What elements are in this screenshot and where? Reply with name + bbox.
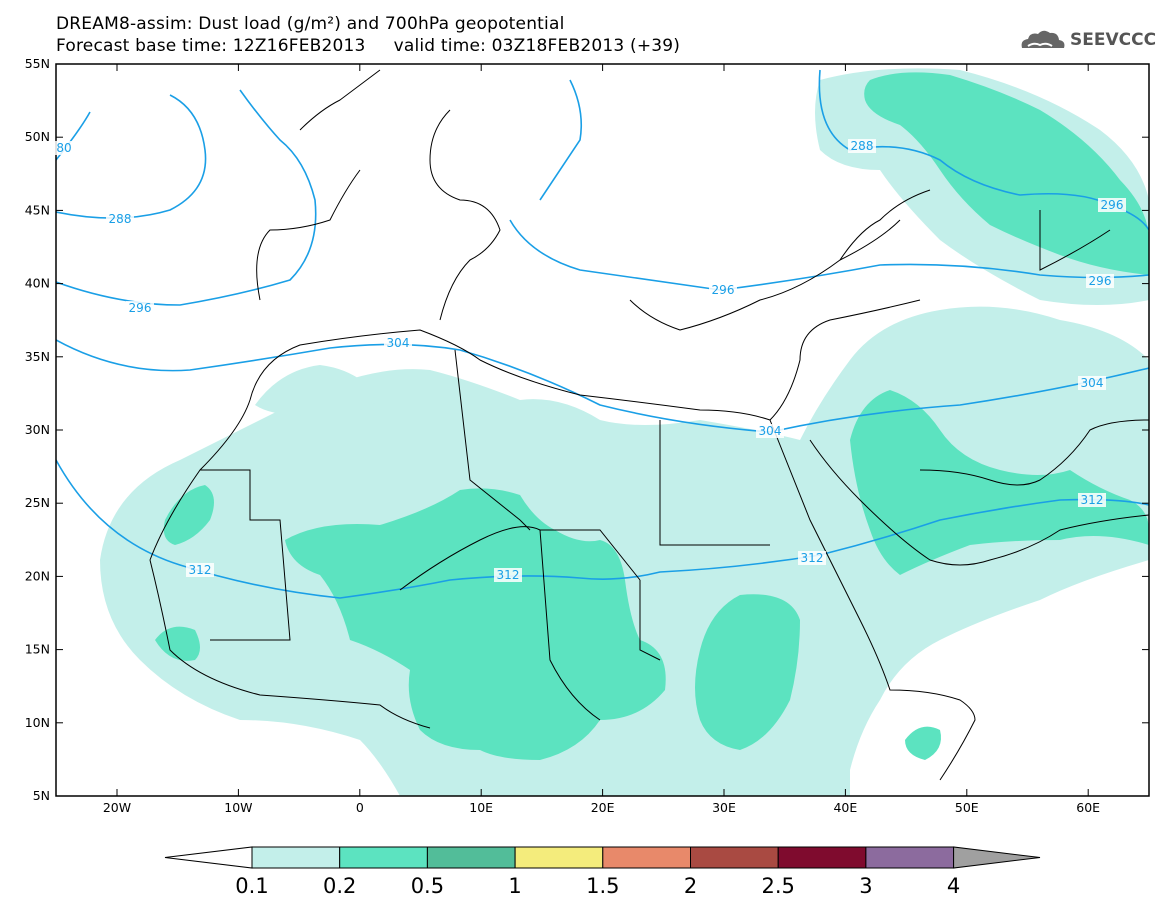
colorbar-low-arrow xyxy=(164,846,253,869)
lat-label: 5N xyxy=(33,788,50,803)
contour-label: 312 xyxy=(1081,493,1104,507)
lon-label: 10W xyxy=(224,800,252,815)
lon-label: 20E xyxy=(591,800,615,815)
lon-label: 0 xyxy=(356,800,364,815)
lat-label: 15N xyxy=(25,642,50,657)
lon-label: 50E xyxy=(955,800,979,815)
colorbar-label: 0.5 xyxy=(411,874,444,898)
contour-label: 304 xyxy=(387,336,410,350)
logo-text: SEEVCCC xyxy=(1070,30,1157,50)
lat-label: 35N xyxy=(25,349,50,364)
colorbar-box xyxy=(339,846,428,869)
lat-label: 55N xyxy=(25,56,50,71)
map-subtitle: Forecast base time: 12Z16FEB2013 valid t… xyxy=(56,36,681,56)
colorbar-box xyxy=(426,846,516,869)
contour-label: 312 xyxy=(497,568,520,582)
lat-label: 45N xyxy=(25,202,50,217)
contour-label-bg xyxy=(1078,493,1106,507)
contour-label: 296 xyxy=(129,301,152,315)
contour-label: 80 xyxy=(56,141,71,155)
contour-label-bg xyxy=(186,563,214,577)
lon-label: 30E xyxy=(712,800,736,815)
colorbar-box xyxy=(865,846,955,869)
contour-label-bg xyxy=(494,568,522,582)
colorbar-box xyxy=(251,846,341,869)
contour-label-bg xyxy=(384,336,412,350)
colorbar-box xyxy=(602,846,691,869)
lat-label: 20N xyxy=(25,568,50,583)
map-title: DREAM8-assim: Dust load (g/m²) and 700hP… xyxy=(56,14,565,34)
colorbar-box xyxy=(777,846,867,869)
colorbar-box xyxy=(514,846,604,869)
colorbar-high-arrow xyxy=(953,846,1041,869)
contour-label: 312 xyxy=(801,551,824,565)
lon-label: 10E xyxy=(469,800,493,815)
contour-label-bg xyxy=(1098,198,1126,212)
lat-label: 25N xyxy=(25,495,50,510)
colorbar-label: 1.5 xyxy=(586,874,619,898)
lon-label: 20W xyxy=(103,800,131,815)
contour-label-bg xyxy=(126,301,154,315)
lat-axis: 55N 50N 45N 40N 35N 30N 25N 20N 15N 10N 5N xyxy=(25,56,1149,803)
contour-label: 304 xyxy=(1081,376,1104,390)
contour-label: 312 xyxy=(189,563,212,577)
contour-label-group: 80 288 288 296 296 296 296 304 304 304 312 312 312 31… xyxy=(54,139,1126,582)
contour-label: 288 xyxy=(851,139,874,153)
lon-axis: 20W 10W 0 10E 20E 30E 40E 50E 60E xyxy=(103,64,1100,815)
contour-label: 296 xyxy=(1101,198,1124,212)
contour-label: 288 xyxy=(109,212,132,226)
contour-label-bg xyxy=(54,141,74,155)
colorbar-label: 3 xyxy=(859,874,872,898)
contour-label-bg xyxy=(798,551,826,565)
contour-label: 296 xyxy=(1089,274,1112,288)
colorbar-box xyxy=(690,846,779,869)
colorbar-label: 0.1 xyxy=(235,874,268,898)
lat-label: 50N xyxy=(25,129,50,144)
lat-label: 10N xyxy=(25,715,50,730)
colorbar-label: 1 xyxy=(508,874,521,898)
colorbar-label: 4 xyxy=(947,874,960,898)
lon-label: 40E xyxy=(833,800,857,815)
contour-label-bg xyxy=(756,424,784,438)
lon-label: 60E xyxy=(1076,800,1100,815)
contour-label: 304 xyxy=(759,424,782,438)
contour-label-bg xyxy=(709,283,737,297)
contour-label-bg xyxy=(1078,376,1106,390)
contour-label: 296 xyxy=(712,283,735,297)
lat-label: 30N xyxy=(25,422,50,437)
lat-label: 40N xyxy=(25,276,50,291)
cloud-icon xyxy=(1021,30,1065,48)
colorbar-label: 2 xyxy=(684,874,697,898)
colorbar-label: 0.2 xyxy=(323,874,356,898)
colorbar-label: 2.5 xyxy=(761,874,794,898)
coastlines xyxy=(149,69,1149,781)
contour-label-bg xyxy=(106,212,134,226)
contour-label-bg xyxy=(1086,274,1114,288)
contour-label-bg xyxy=(848,139,876,153)
